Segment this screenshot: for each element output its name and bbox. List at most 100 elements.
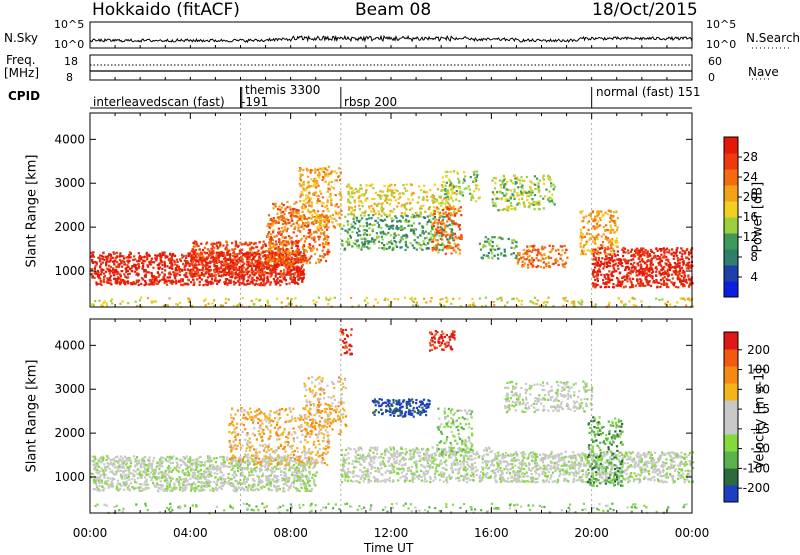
data-cell: [583, 226, 585, 228]
data-cell: [420, 205, 422, 207]
data-cell: [121, 262, 123, 264]
data-cell: [219, 270, 221, 272]
data-cell: [602, 267, 604, 269]
data-cell: [425, 231, 427, 233]
data-cell: [408, 220, 410, 222]
data-cell: [180, 284, 182, 286]
data-cell: [438, 232, 440, 234]
data-cell: [458, 200, 460, 202]
data-cell: [396, 246, 398, 248]
data-cell: [667, 269, 669, 271]
data-cell: [104, 300, 106, 302]
data-cell: [237, 262, 239, 264]
data-cell: [341, 243, 343, 245]
data-cell: [271, 489, 273, 491]
data-cell: [422, 205, 424, 207]
data-cell: [535, 266, 537, 268]
data-cell: [310, 198, 312, 200]
data-cell: [303, 204, 305, 206]
data-cell: [257, 277, 259, 279]
data-cell: [615, 285, 617, 287]
data-cell: [373, 210, 375, 212]
data-cell: [637, 282, 639, 284]
data-cell: [662, 256, 664, 258]
data-cell: [291, 217, 293, 219]
data-cell: [676, 249, 678, 251]
data-cell: [314, 253, 316, 255]
data-cell: [153, 261, 155, 263]
data-cell: [373, 198, 375, 200]
data-cell: [270, 225, 272, 227]
data-cell: [298, 253, 300, 255]
data-cell: [418, 242, 420, 244]
data-cell: [407, 215, 409, 217]
data-cell: [430, 300, 432, 302]
data-cell: [386, 233, 388, 235]
data-cell: [189, 478, 191, 480]
data-cell: [277, 231, 279, 233]
data-cell: [640, 268, 642, 270]
data-cell: [382, 202, 384, 204]
data-cell: [442, 209, 444, 211]
data-cell: [549, 245, 551, 247]
data-cell: [361, 217, 363, 219]
data-cell: [210, 269, 212, 271]
data-cell: [277, 213, 279, 215]
data-cell: [207, 272, 209, 274]
data-cell: [404, 187, 406, 189]
data-cell: [388, 190, 390, 192]
data-cell: [419, 215, 421, 217]
data-cell: [232, 262, 234, 264]
data-cell: [119, 252, 121, 254]
data-cell: [592, 249, 594, 251]
data-cell: [626, 280, 628, 282]
data-cell: [442, 298, 444, 300]
data-cell: [304, 240, 306, 242]
data-cell: [161, 268, 163, 270]
data-cell: [103, 278, 105, 280]
data-cell: [680, 247, 682, 249]
data-cell: [536, 257, 538, 259]
data-cell: [370, 217, 372, 219]
data-cell: [502, 209, 504, 211]
data-cell: [449, 242, 451, 244]
data-cell: [273, 270, 275, 272]
data-cell: [139, 299, 141, 301]
data-cell: [116, 252, 118, 254]
data-cell: [378, 226, 380, 228]
data-cell: [448, 204, 450, 206]
data-cell: [585, 215, 587, 217]
data-cell: [207, 256, 209, 258]
data-cell: [426, 248, 428, 250]
data-cell: [370, 241, 372, 243]
data-cell: [512, 194, 514, 196]
data-cell: [131, 265, 133, 267]
data-cell: [639, 278, 641, 280]
data-cell: [646, 253, 648, 255]
data-cell: [428, 232, 430, 234]
data-cell: [317, 185, 319, 187]
data-cell: [278, 205, 280, 207]
data-cell: [581, 210, 583, 212]
data-cell: [431, 214, 433, 216]
data-cell: [123, 257, 125, 259]
data-cell: [625, 262, 627, 264]
data-cell: [189, 272, 191, 274]
data-cell: [505, 200, 507, 202]
data-cell: [224, 271, 226, 273]
data-cell: [161, 271, 163, 273]
data-cell: [494, 187, 496, 189]
data-cell: [681, 255, 683, 257]
data-cell: [287, 206, 289, 208]
data-cell: [318, 229, 320, 231]
data-cell: [308, 181, 310, 183]
data-cell: [522, 256, 524, 258]
data-cell: [283, 229, 285, 231]
data-cell: [179, 274, 181, 276]
data-cell: [686, 248, 688, 250]
data-cell: [444, 193, 446, 195]
data-cell: [392, 249, 394, 251]
data-cell: [220, 266, 222, 268]
data-cell: [433, 197, 435, 199]
data-cell: [625, 266, 627, 268]
